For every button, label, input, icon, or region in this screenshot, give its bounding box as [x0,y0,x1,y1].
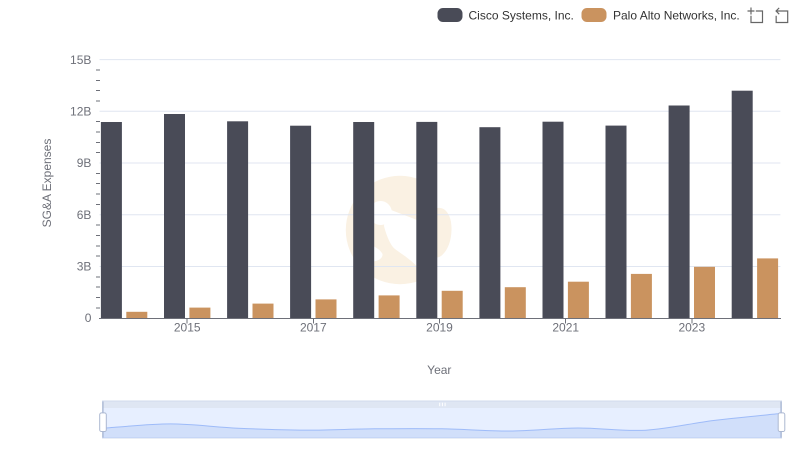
svg-text:15B: 15B [70,53,91,67]
svg-text:2019: 2019 [426,321,453,335]
svg-text:0: 0 [85,311,92,325]
svg-text:2015: 2015 [174,321,201,335]
svg-text:12B: 12B [70,105,91,119]
svg-text:9B: 9B [77,156,92,170]
svg-text:2021: 2021 [552,321,579,335]
svg-text:2017: 2017 [300,321,327,335]
svg-text:Palo Alto Networks, Inc.: Palo Alto Networks, Inc. [613,8,740,22]
svg-text:2023: 2023 [678,321,705,335]
svg-text:6B: 6B [77,208,92,222]
svg-text:Cisco Systems, Inc.: Cisco Systems, Inc. [469,8,574,22]
svg-text:3B: 3B [77,260,92,274]
svg-text:SG&A Expenses: SG&A Expenses [40,139,54,228]
svg-text:Year: Year [427,363,451,377]
